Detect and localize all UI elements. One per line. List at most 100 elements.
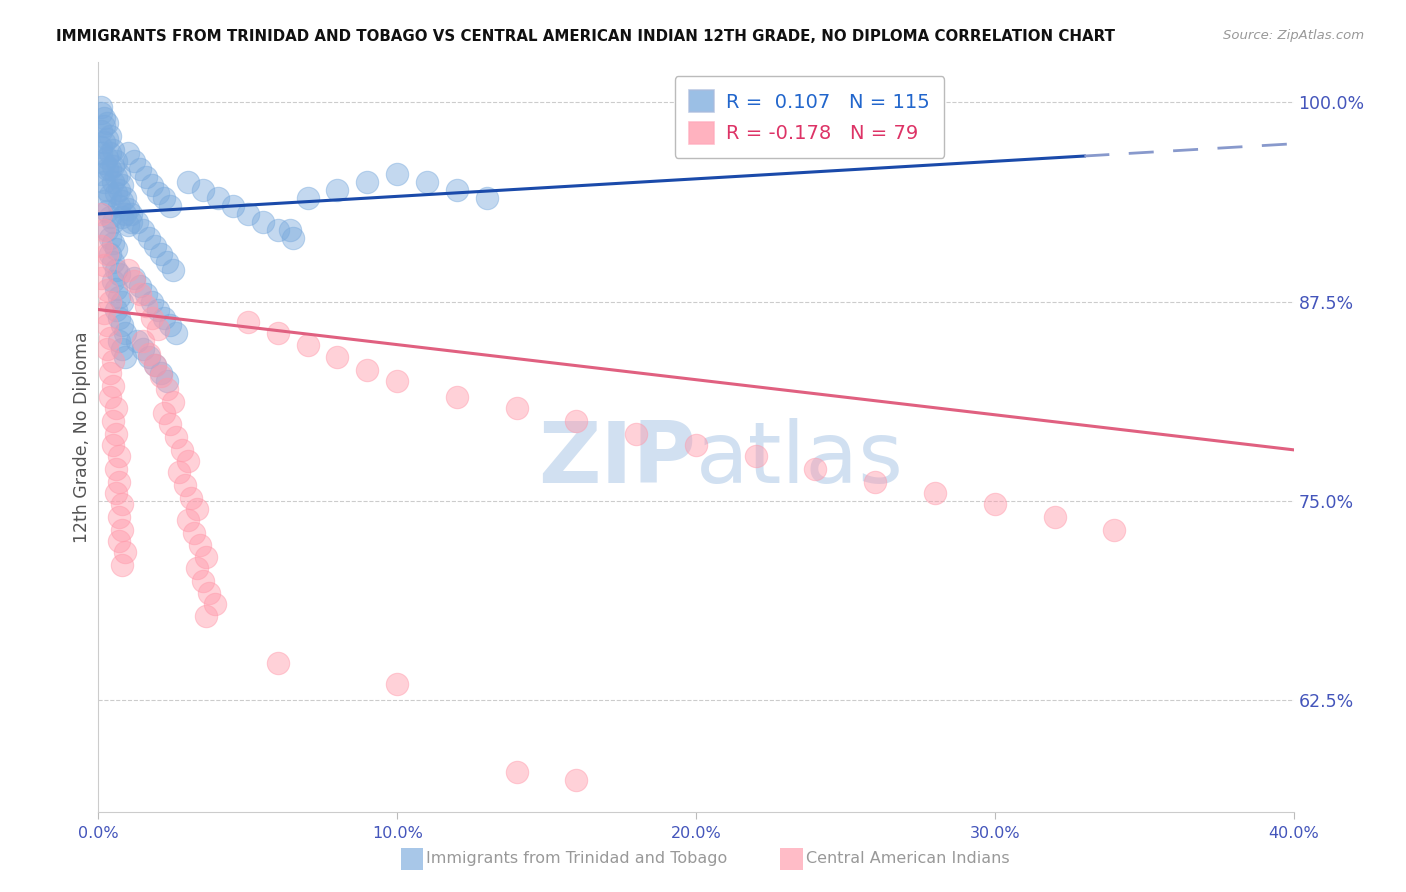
Point xyxy=(111,343,134,357)
Point xyxy=(105,242,128,256)
Point xyxy=(186,561,208,575)
Point xyxy=(93,156,115,170)
Point xyxy=(153,406,176,420)
Point xyxy=(111,523,134,537)
Point xyxy=(183,525,205,540)
Point xyxy=(188,539,211,553)
Point xyxy=(108,268,131,282)
Point xyxy=(191,574,214,588)
Point xyxy=(326,183,349,197)
Point xyxy=(114,351,136,365)
Point xyxy=(111,497,134,511)
Point xyxy=(138,351,160,365)
Point xyxy=(1043,509,1066,524)
Point xyxy=(90,140,112,154)
Point xyxy=(98,128,122,143)
Point xyxy=(135,170,157,185)
Point xyxy=(117,262,139,277)
Text: IMMIGRANTS FROM TRINIDAD AND TOBAGO VS CENTRAL AMERICAN INDIAN 12TH GRADE, NO DI: IMMIGRANTS FROM TRINIDAD AND TOBAGO VS C… xyxy=(56,29,1115,44)
Point xyxy=(96,246,118,260)
Text: ZIP: ZIP xyxy=(538,418,696,501)
Point xyxy=(385,167,409,181)
Point xyxy=(138,231,160,245)
Point xyxy=(93,223,115,237)
Point xyxy=(135,286,157,301)
Point xyxy=(278,223,301,237)
Point xyxy=(174,478,197,492)
Point xyxy=(222,199,245,213)
Point xyxy=(114,326,136,341)
Point xyxy=(93,175,115,189)
Point xyxy=(98,146,122,161)
Point xyxy=(111,194,134,208)
Text: Immigrants from Trinidad and Tobago: Immigrants from Trinidad and Tobago xyxy=(426,852,727,866)
Point xyxy=(177,175,200,189)
Point xyxy=(90,146,112,161)
Point xyxy=(124,270,146,285)
Point xyxy=(98,331,122,345)
Point xyxy=(108,449,131,463)
Point xyxy=(141,178,163,193)
Point xyxy=(111,558,134,572)
Point xyxy=(105,154,128,169)
Point xyxy=(103,353,125,368)
Point xyxy=(96,162,118,177)
Point xyxy=(159,318,181,333)
Point xyxy=(98,294,122,309)
Point xyxy=(108,290,131,304)
Point xyxy=(96,183,118,197)
Point xyxy=(93,112,115,126)
Point xyxy=(195,549,218,564)
Point xyxy=(165,326,187,341)
Point xyxy=(103,235,125,250)
Point xyxy=(165,430,187,444)
Point xyxy=(267,657,290,671)
Point xyxy=(98,231,122,245)
Point xyxy=(135,299,157,313)
Text: atlas: atlas xyxy=(696,418,904,501)
Point xyxy=(124,274,146,288)
Point xyxy=(108,475,131,489)
Point xyxy=(90,270,112,285)
Point xyxy=(105,401,128,416)
Point xyxy=(153,191,176,205)
Point xyxy=(267,223,290,237)
Point xyxy=(132,343,155,357)
Point xyxy=(105,262,128,277)
Point xyxy=(96,203,118,218)
Point xyxy=(156,382,179,396)
Point xyxy=(281,231,304,245)
Point xyxy=(865,475,887,489)
Point xyxy=(148,302,170,317)
Point xyxy=(96,318,118,333)
Point xyxy=(143,359,166,373)
Point xyxy=(297,191,319,205)
Point xyxy=(446,183,468,197)
Point xyxy=(984,497,1007,511)
Point xyxy=(114,207,136,221)
Point xyxy=(103,254,125,268)
Point xyxy=(506,401,529,416)
Point xyxy=(132,334,155,349)
Point xyxy=(127,334,149,349)
Point xyxy=(446,390,468,404)
Point xyxy=(326,351,349,365)
Point xyxy=(745,449,768,463)
Point xyxy=(103,215,125,229)
Point xyxy=(177,454,200,468)
Point xyxy=(207,191,229,205)
Point xyxy=(120,207,142,221)
Point xyxy=(90,207,112,221)
Legend: R =  0.107   N = 115, R = -0.178   N = 79: R = 0.107 N = 115, R = -0.178 N = 79 xyxy=(675,76,945,158)
Point xyxy=(93,135,115,149)
Point xyxy=(162,395,184,409)
Text: Source: ZipAtlas.com: Source: ZipAtlas.com xyxy=(1223,29,1364,42)
Point xyxy=(103,379,125,393)
Point xyxy=(236,315,259,329)
Point xyxy=(96,343,118,357)
Point xyxy=(90,167,112,181)
Point xyxy=(297,337,319,351)
Point xyxy=(141,310,163,325)
Point xyxy=(143,359,166,373)
Point xyxy=(159,199,181,213)
